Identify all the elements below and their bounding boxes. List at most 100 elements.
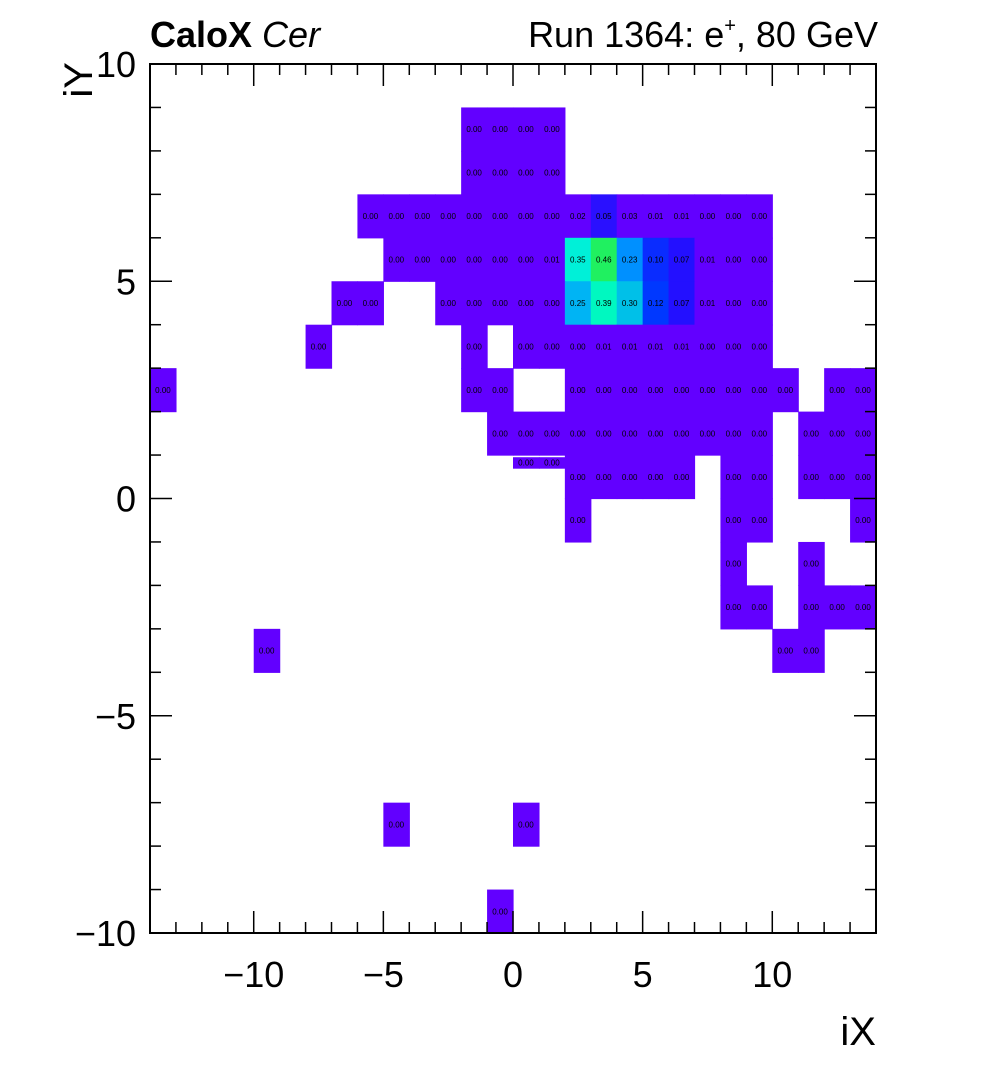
cell-value-label: 0.00 [622, 429, 638, 438]
cell-value-label: 0.00 [622, 473, 638, 482]
heatmap-cell [824, 585, 851, 630]
heatmap-cell [564, 281, 592, 326]
cell-value-label: 0.00 [259, 647, 275, 656]
ticks-layer [150, 64, 876, 933]
cell-value-label: 0.00 [726, 473, 742, 482]
heatmap-cell [564, 237, 592, 282]
cell-value-label: 0.00 [544, 299, 560, 308]
cell-value-label: 0.00 [518, 299, 534, 308]
cell-value-label: 0.00 [492, 256, 508, 265]
cell-value-label: 0.00 [544, 212, 560, 221]
detector-title: CaloX Cer [150, 14, 320, 56]
heatmap-cell [461, 107, 488, 152]
heatmap-cell [720, 281, 747, 326]
heatmap-cell [616, 281, 644, 326]
heatmap-cell [642, 281, 670, 326]
cell-value-label: 0.00 [803, 429, 819, 438]
heatmap-cell [435, 281, 462, 326]
cell-value-label: 0.00 [570, 473, 586, 482]
cell-value-label: 0.00 [726, 603, 742, 612]
detector-name: CaloX [150, 14, 253, 55]
heatmap-cell [746, 455, 773, 500]
heatmap-cell [253, 628, 281, 673]
x-tick-label: 5 [633, 954, 653, 995]
cell-value-label: 0.01 [674, 342, 690, 351]
cell-value-label: 0.00 [726, 342, 742, 351]
cell-value-label: 0.00 [700, 386, 716, 395]
cell-value-label: 0.00 [518, 820, 534, 829]
cell-value-label: 0.00 [492, 212, 508, 221]
heatmap-cell [461, 194, 488, 239]
heatmap-cell [590, 368, 618, 413]
heatmap-cell [564, 455, 592, 500]
cells-layer [150, 107, 877, 934]
heatmap-cell [746, 585, 773, 630]
cell-value-label: 0.00 [492, 386, 508, 395]
cell-value-label: 0.01 [622, 342, 638, 351]
cell-value-label: 0.01 [596, 342, 612, 351]
cell-value-label: 0.00 [752, 299, 768, 308]
heatmap-cell [694, 237, 722, 282]
heatmap-cell [694, 411, 722, 456]
cell-value-label: 0.00 [466, 342, 482, 351]
heatmap-cell [357, 281, 384, 326]
heatmap-cell [642, 411, 670, 456]
heatmap-cell [590, 237, 618, 282]
cell-value-label: 0.01 [648, 212, 664, 221]
heatmap-cell [668, 324, 696, 369]
run-title: Run 1364: e+, 80 GeV [528, 14, 878, 56]
heatmap-cell [772, 368, 799, 413]
cell-value-label: 0.00 [752, 603, 768, 612]
cell-value-label: 0.00 [855, 429, 871, 438]
heatmap-cell [746, 237, 773, 282]
heatmap-cell [616, 411, 644, 456]
heatmap-cell [383, 194, 410, 239]
heatmap-cell [538, 194, 566, 239]
heatmap-cell [616, 368, 644, 413]
heatmap-cell [513, 324, 540, 369]
cell-value-label: 0.12 [648, 299, 664, 308]
heatmap-cell [694, 281, 722, 326]
cell-value-label: 0.00 [855, 473, 871, 482]
cell-value-label: 0.01 [700, 299, 716, 308]
cell-value-label: 0.00 [570, 516, 586, 525]
heatmap-cell [616, 237, 644, 282]
cell-value-label: 0.00 [440, 299, 456, 308]
heatmap-cell [487, 889, 514, 934]
cell-value-label: 0.00 [674, 386, 690, 395]
cell-value-label: 0.00 [803, 603, 819, 612]
cell-value-label: 0.00 [648, 429, 664, 438]
cell-value-label: 0.00 [544, 459, 560, 468]
cell-value-label: 0.00 [648, 386, 664, 395]
heatmap-cell [487, 194, 514, 239]
cell-value-label: 0.00 [752, 473, 768, 482]
cell-value-label: 0.00 [855, 603, 871, 612]
heatmap-cell [798, 455, 825, 500]
cell-value-label: 0.00 [596, 386, 612, 395]
heatmap-cell [409, 194, 436, 239]
heatmap-cell [461, 237, 488, 282]
cell-value-label: 0.00 [829, 386, 845, 395]
heatmap-cell [772, 628, 799, 673]
cell-value-label: 0.00 [466, 299, 482, 308]
cell-value-label: 0.00 [829, 603, 845, 612]
run-prefix: Run 1364: e [528, 14, 725, 55]
heatmap-cell [798, 628, 825, 673]
cell-value-label: 0.00 [596, 429, 612, 438]
heatmap-cell [383, 802, 410, 847]
run-suffix: , 80 GeV [735, 14, 878, 55]
heatmap-cell [590, 455, 618, 500]
heatmap-cell [487, 281, 514, 326]
cell-value-label: 0.01 [674, 212, 690, 221]
cell-value-label: 0.00 [726, 299, 742, 308]
cell-value-label: 0.00 [337, 299, 353, 308]
cell-value-label: 0.07 [674, 299, 690, 308]
heatmap-cell [850, 368, 877, 413]
cell-value-label: 0.23 [622, 256, 638, 265]
heatmap-cell [487, 411, 514, 456]
cell-value-label: 0.00 [518, 459, 534, 468]
heatmap-cell [409, 237, 436, 282]
heatmap-cell [642, 194, 670, 239]
heatmap-cell [616, 194, 644, 239]
cell-value-label: 0.00 [466, 386, 482, 395]
